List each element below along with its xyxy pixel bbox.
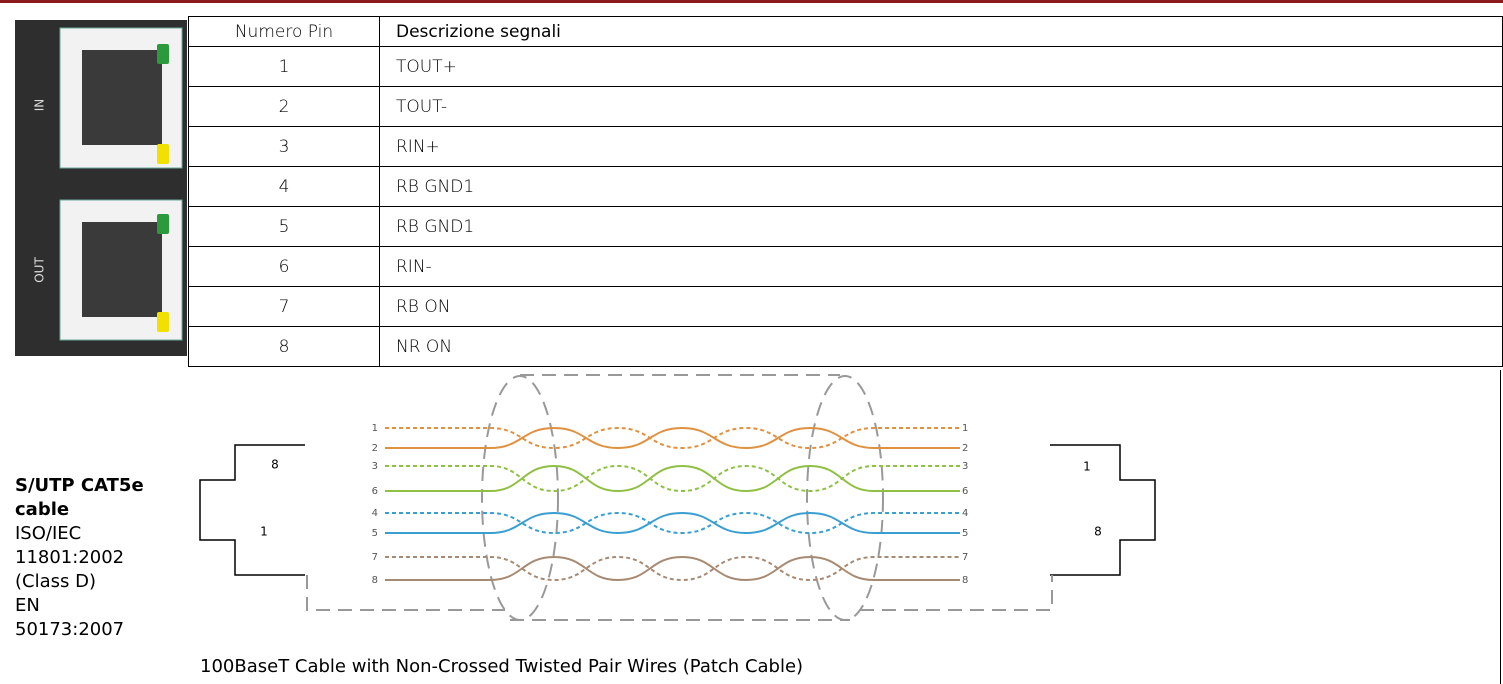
pin-number: 5 [188,206,380,247]
pin-label: 4 [372,508,378,519]
wire-dashed [385,555,960,582]
table-row: 2 TOUT- [188,86,1503,127]
table-header: Numero Pin Descrizione segnali [188,16,1503,47]
wires: 1 1 2 2 3 3 6 6 4 4 5 5 7 7 8 8 [372,423,969,586]
pin-number: 1 [188,46,380,87]
socket-in [82,50,162,145]
wire-solid [385,464,960,493]
cable-standard: (Class D) [15,571,96,592]
signal: NR ON [379,326,1503,367]
pin-label: 6 [372,486,378,497]
right-connector [1050,444,1156,576]
border [1500,370,1501,684]
pin-number: 8 [188,326,380,367]
pin-number: 3 [188,126,380,167]
connector-pin: 1 [1083,460,1091,474]
table-row: 7 RB ON [188,286,1503,327]
led-green [157,214,169,234]
wire-dashed [385,464,960,493]
led-yellow [157,312,169,332]
pin-label: 7 [962,552,968,563]
wire-dashed [385,426,960,450]
cable-standard: 11801:2002 [15,547,125,568]
pin-label: 5 [962,528,968,539]
signal: RB GND1 [379,206,1503,247]
pin-label: 7 [372,552,378,563]
wire-solid [385,555,960,582]
led-green [157,44,169,64]
pin-label: 4 [962,508,968,519]
pin-label: 1 [372,423,378,434]
pin-label: 3 [962,461,968,472]
signal: RB ON [379,286,1503,327]
header-cell: Numero Pin [188,16,380,47]
pin-label: 6 [962,486,968,497]
table-row: 8 NR ON [188,326,1503,367]
caption: 100BaseT Cable with Non-Crossed Twisted … [200,656,804,677]
pin-label: 5 [372,528,378,539]
pin-label: 2 [962,443,968,454]
signal: RIN- [379,246,1503,287]
cable-standard: 50173:2007 [15,619,125,640]
cable-spec: S/UTP CAT5e cable ISO/IEC 11801:2002 (Clas… [15,474,185,642]
pin-label: 1 [962,423,968,434]
signal: TOUT+ [379,46,1503,87]
cable-title: S/UTP CAT5e cable [15,475,144,520]
table-row: 6 RIN- [188,246,1503,287]
shield [306,374,1053,621]
pin-number: 4 [188,166,380,207]
connector-pin: 1 [260,525,268,539]
signal: TOUT- [379,86,1503,127]
table-row: 3 RIN+ [188,126,1503,167]
wire-solid [385,511,960,535]
top-bar [0,0,1503,3]
connector-pin: 8 [1094,525,1102,539]
table-row: 1 TOUT+ [188,46,1503,87]
socket-out [82,222,162,317]
pin-number: 2 [188,86,380,127]
port-label: OUT [33,257,47,283]
wire-solid [385,426,960,450]
signal: RB GND1 [379,166,1503,207]
table-row: 4 RB GND1 [188,166,1503,207]
connector-pin: 8 [271,458,279,472]
port-label: IN [33,99,47,112]
led-yellow [157,144,169,164]
cable-standard: EN [15,595,40,616]
left-connector [199,444,305,576]
header-cell: Descrizione segnali [379,16,1503,47]
pin-label: 8 [372,575,378,586]
table-row: 5 RB GND1 [188,206,1503,247]
pin-label: 3 [372,461,378,472]
signal: RIN+ [379,126,1503,167]
cable-standard: ISO/IEC [15,523,82,544]
pin-label: 8 [962,575,968,586]
wire-dashed [385,511,960,535]
pin-table: Numero Pin Descrizione segnali 1 TOUT+ 2 TO… [188,16,1503,367]
pin-number: 7 [188,286,380,327]
pin-number: 6 [188,246,380,287]
pin-label: 2 [372,443,378,454]
